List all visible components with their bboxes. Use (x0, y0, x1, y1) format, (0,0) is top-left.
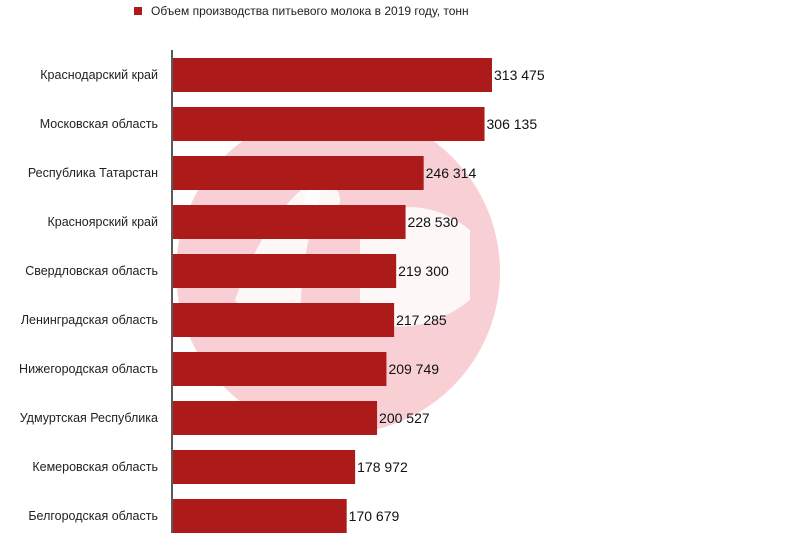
chart-marks: Краснодарский край 313 475 Московская обла… (19, 58, 545, 533)
value-label-9: 170 679 (349, 508, 400, 524)
category-label-0: Краснодарский край (40, 68, 158, 82)
bar-8 (173, 450, 356, 484)
category-label-6: Нижегородская область (19, 362, 158, 376)
bar-3 (173, 205, 406, 239)
category-label-3: Красноярский край (47, 215, 158, 229)
category-label-7: Удмуртская Республика (20, 411, 158, 425)
bar-6 (173, 352, 387, 386)
bar-7 (173, 401, 378, 435)
category-label-8: Кемеровская область (32, 460, 158, 474)
legend-swatch (134, 7, 142, 15)
category-label-1: Московская область (40, 117, 158, 131)
value-label-2: 246 314 (426, 165, 477, 181)
value-label-6: 209 749 (388, 361, 439, 377)
value-label-5: 217 285 (396, 312, 447, 328)
bar-5 (173, 303, 395, 337)
value-label-4: 219 300 (398, 263, 449, 279)
bar-9 (173, 499, 347, 533)
bar-4 (173, 254, 397, 288)
category-label-5: Ленинградская область (21, 313, 158, 327)
category-label-4: Свердловская область (25, 264, 158, 278)
category-label-9: Белгородская область (28, 509, 158, 523)
bar-2 (173, 156, 424, 190)
value-label-7: 200 527 (379, 410, 430, 426)
bar-0 (173, 58, 492, 92)
category-label-2: Республика Татарстан (28, 166, 158, 180)
value-label-3: 228 530 (408, 214, 459, 230)
bar-1 (173, 107, 485, 141)
value-label-1: 306 135 (487, 116, 538, 132)
legend-label: Объем производства питьевого молока в 20… (151, 4, 469, 18)
value-label-0: 313 475 (494, 67, 545, 83)
legend: Объем производства питьевого молока в 20… (134, 4, 469, 18)
value-label-8: 178 972 (357, 459, 408, 475)
